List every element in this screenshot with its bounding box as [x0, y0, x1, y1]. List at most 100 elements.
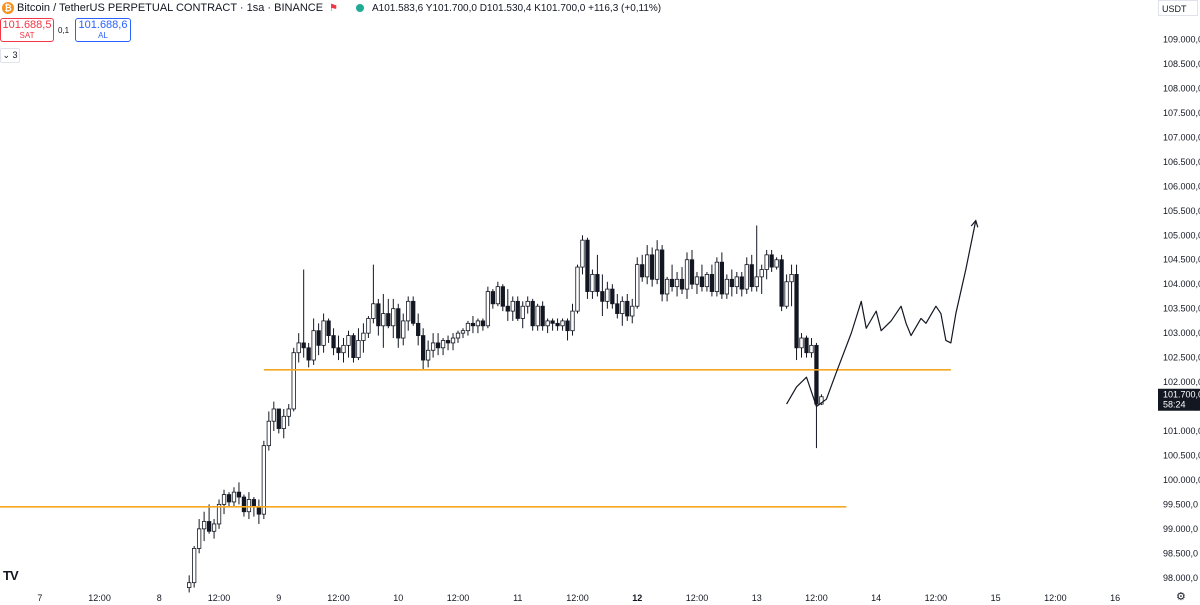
- candle: [411, 296, 416, 326]
- candle: [610, 284, 615, 309]
- candle: [585, 237, 590, 299]
- candle: [406, 296, 411, 331]
- x-tick-label: 12: [632, 593, 642, 603]
- candle: [625, 293, 630, 321]
- candle: [699, 264, 705, 292]
- projection-arrowhead: [970, 219, 979, 228]
- candle-body: [630, 305, 635, 317]
- candle-body: [659, 249, 665, 295]
- candle: [231, 487, 237, 507]
- candle: [455, 330, 461, 343]
- candle-body: [555, 322, 560, 327]
- candle-body: [276, 408, 281, 429]
- candle-body: [814, 344, 819, 405]
- symbol-title[interactable]: Bitcoin / TetherUS PERPETUAL CONTRACT · …: [17, 2, 324, 14]
- x-tick-label: 12:00: [925, 593, 948, 603]
- y-tick-label: 103.500,0: [1163, 304, 1200, 314]
- candle-body: [361, 332, 366, 341]
- candle-body: [261, 445, 266, 515]
- candle-body: [615, 303, 620, 314]
- candle: [371, 264, 376, 324]
- y-tick-label: 105.000,0: [1163, 230, 1200, 240]
- candle: [485, 286, 491, 329]
- candle-body: [381, 313, 386, 327]
- candle-body: [525, 300, 530, 307]
- x-tick-label: 12:00: [686, 593, 709, 603]
- candle-body: [421, 335, 426, 361]
- candle-body: [485, 291, 491, 327]
- candle-body: [286, 408, 291, 417]
- candle: [684, 252, 690, 299]
- candle-body: [625, 300, 630, 317]
- candle: [535, 303, 540, 331]
- candle: [799, 333, 804, 358]
- candle-body: [769, 254, 774, 268]
- candle: [510, 296, 515, 321]
- x-tick-label: 13: [752, 593, 762, 603]
- candle-body: [774, 259, 779, 268]
- candle: [236, 482, 242, 505]
- x-tick-label: 12:00: [208, 593, 231, 603]
- market-status-icon: [356, 4, 365, 12]
- candle-body: [784, 281, 789, 307]
- candle-body: [505, 305, 510, 312]
- candle: [470, 316, 476, 334]
- red-flag-icon[interactable]: ⚑: [329, 2, 339, 14]
- candle-body: [396, 308, 401, 339]
- candle: [316, 323, 321, 356]
- candle: [779, 254, 784, 312]
- y-tick-label: 100.500,0: [1163, 450, 1200, 460]
- candle-body: [714, 261, 720, 292]
- candle-body: [809, 344, 814, 354]
- candle: [669, 264, 675, 292]
- candle: [555, 318, 560, 331]
- candle: [704, 271, 710, 292]
- candle-body: [266, 420, 271, 447]
- candle: [804, 335, 809, 358]
- candle-body: [570, 310, 575, 332]
- candle-body: [754, 276, 759, 288]
- y-tick-label: 101.000,0: [1163, 426, 1200, 436]
- candle: [311, 318, 316, 365]
- candle-body: [271, 408, 276, 422]
- candle-body: [819, 396, 824, 405]
- candle: [814, 342, 819, 449]
- candle: [729, 269, 734, 297]
- candle-body: [296, 342, 301, 354]
- candle-body: [600, 291, 605, 302]
- candle-body: [450, 337, 456, 344]
- tradingview-logo: TV: [3, 568, 19, 583]
- candle: [341, 338, 346, 363]
- candle: [664, 276, 670, 302]
- candle-body: [465, 322, 471, 332]
- indicators-collapse-button[interactable]: ⌄ 3: [0, 48, 20, 63]
- candle-body: [336, 347, 341, 354]
- candle-body: [590, 274, 595, 292]
- candle-body: [674, 278, 680, 288]
- candle: [744, 257, 749, 294]
- candle-body: [231, 491, 237, 503]
- candle: [187, 575, 192, 593]
- candle-body: [605, 288, 610, 302]
- candle-body: [794, 274, 799, 349]
- bitcoin-icon: ₿: [2, 2, 14, 14]
- x-tick-label: 15: [991, 593, 1001, 603]
- candle-body: [376, 303, 381, 327]
- currency-selector[interactable]: USDT: [1158, 0, 1198, 16]
- candle-body: [510, 300, 515, 312]
- candle: [580, 235, 585, 275]
- candle-body: [341, 344, 346, 354]
- candle-body: [694, 276, 700, 285]
- candle: [784, 274, 789, 309]
- buy-button[interactable]: 101.688,6 AL: [75, 18, 131, 42]
- candle-body: [650, 254, 655, 280]
- settings-icon[interactable]: ⚙: [1176, 591, 1186, 603]
- x-tick-label: 12:00: [566, 593, 589, 603]
- sell-button[interactable]: 101.688,5 SAT: [0, 18, 54, 42]
- candle: [450, 333, 456, 351]
- candle: [376, 298, 381, 336]
- candle: [421, 328, 426, 370]
- candle: [719, 252, 725, 299]
- last-price-tag: [1158, 388, 1200, 411]
